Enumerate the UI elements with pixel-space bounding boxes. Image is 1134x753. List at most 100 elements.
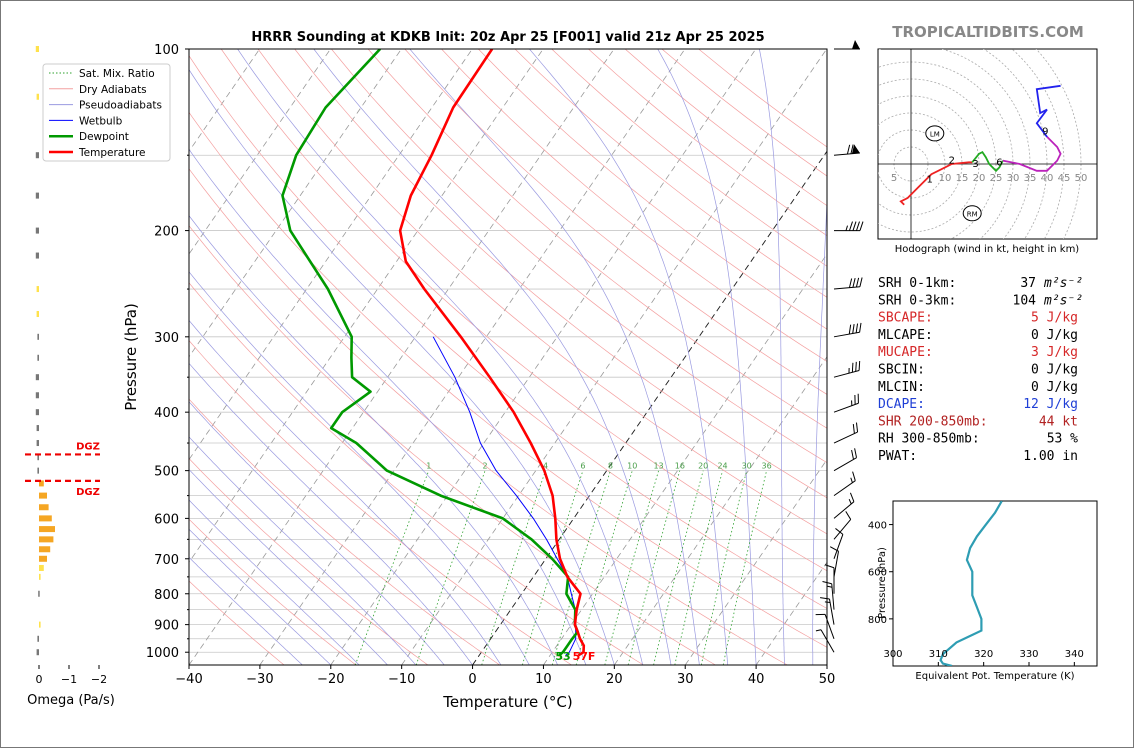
hodograph-height-label: 1 xyxy=(927,174,933,185)
omega-bar xyxy=(37,425,39,431)
barb-full xyxy=(853,222,856,231)
parameter-label: MLCIN: xyxy=(878,380,925,395)
barb-full xyxy=(859,278,863,287)
y-tick-label: 700 xyxy=(154,553,179,568)
barb-full xyxy=(820,596,829,601)
mixing-ratio-line xyxy=(576,471,632,665)
barb-half xyxy=(825,601,830,603)
parameter-label: SHR 200-850mb: xyxy=(878,414,988,429)
x-tick-label: 20 xyxy=(606,672,623,687)
surface-temperature-label: 57F xyxy=(573,650,596,663)
wind-barb xyxy=(831,394,861,412)
wind-barb xyxy=(834,40,860,49)
legend-label: Dewpoint xyxy=(79,131,129,143)
y-tick-label: 1000 xyxy=(146,646,179,661)
omega-bar xyxy=(39,565,44,571)
wind-barb xyxy=(834,222,863,231)
wind-barbs xyxy=(816,40,863,667)
mixing-ratio-label: 8 xyxy=(608,462,613,471)
parameter-unit: m²s⁻² xyxy=(1043,276,1083,291)
wind-barb xyxy=(833,144,860,155)
omega-x-axis-label: Omega (Pa/s) xyxy=(27,693,115,708)
hodograph-ring-label: 45 xyxy=(1058,173,1071,184)
pseudoadiabat-line xyxy=(658,49,756,665)
lm-marker-label: LM xyxy=(930,130,940,138)
barb-full xyxy=(858,323,863,332)
skewt-plot-frame xyxy=(189,49,827,665)
parameter-label: SRH 0-3km: xyxy=(878,293,956,308)
hodograph-height-label: 6 xyxy=(996,157,1002,168)
legend-label: Temperature xyxy=(78,147,146,159)
omega-bar xyxy=(37,355,39,361)
barb-full xyxy=(855,324,860,333)
pseudoadiabat-line xyxy=(28,180,444,665)
barb-staff xyxy=(834,432,858,443)
y-tick-label: 600 xyxy=(154,512,179,527)
barb-full xyxy=(854,423,861,432)
isotherm-line xyxy=(1,49,47,665)
x-tick-label: 0 xyxy=(468,672,476,687)
pseudoadiabat-line xyxy=(1,256,331,665)
x-tick-label: −30 xyxy=(246,672,273,687)
omega-bar xyxy=(36,228,39,234)
barb-full xyxy=(844,511,853,519)
pseudoadiabat-line xyxy=(813,49,832,665)
y-tick-label: 900 xyxy=(154,619,179,634)
wind-barb xyxy=(828,493,856,519)
mixing-ratio-label: 20 xyxy=(698,462,708,471)
mixing-ratio-label: 6 xyxy=(580,462,585,471)
barb-full xyxy=(856,278,860,287)
parameter-label: RH 300-850mb: xyxy=(878,432,980,447)
wind-barb xyxy=(830,423,860,443)
theta-e-x-tick-label: 300 xyxy=(883,649,902,660)
omega-bar xyxy=(37,311,39,317)
omega-bar xyxy=(38,591,40,597)
pseudoadiabat-line xyxy=(529,49,727,665)
omega-bar xyxy=(39,515,52,521)
hodograph-caption: Hodograph (wind in kt, height in km) xyxy=(895,244,1080,255)
mixing-ratio-line xyxy=(723,471,766,665)
parameter-value: 12 J/kg xyxy=(1023,397,1078,412)
hodograph-ring-label: 40 xyxy=(1041,173,1054,184)
barb-half xyxy=(827,586,832,588)
barb-staff xyxy=(834,502,854,519)
omega-tick-label: −2 xyxy=(91,673,107,686)
pseudoadiabat-line xyxy=(1,237,359,665)
hodograph-ring-label: 50 xyxy=(1075,173,1088,184)
chart-title: HRRR Sounding at KDKB Init: 20z Apr 25 [… xyxy=(251,30,764,45)
barb-half xyxy=(816,628,821,632)
barb-full xyxy=(857,222,860,231)
surface-dewpoint-label: 53 xyxy=(555,650,570,663)
theta-e-x-axis-label: Equivalent Pot. Temperature (K) xyxy=(915,671,1074,682)
barb-full xyxy=(850,222,853,231)
omega-bar xyxy=(39,622,41,628)
omega-bar xyxy=(39,493,47,499)
parameter-label: PWAT: xyxy=(878,449,917,464)
omega-bar xyxy=(39,504,49,510)
mixing-ratio-label: 24 xyxy=(717,462,727,471)
pseudoadiabat-line xyxy=(126,49,586,665)
omega-bar xyxy=(39,526,55,532)
legend-label: Dry Adiabats xyxy=(79,84,147,96)
legend-label: Wetbulb xyxy=(79,115,123,127)
parameter-label: MLCAPE: xyxy=(878,328,933,343)
omega-bar xyxy=(39,574,41,580)
parameter-value: 104 xyxy=(1013,293,1037,308)
barb-staff xyxy=(834,287,860,289)
hodograph-ring-label: 20 xyxy=(973,173,986,184)
barb-full xyxy=(851,324,856,333)
hodograph-ring-label: 25 xyxy=(990,173,1003,184)
wind-barb xyxy=(823,581,834,611)
barb-staff xyxy=(834,551,839,577)
rm-marker-label: RM xyxy=(967,210,978,218)
parameter-value: 1.00 in xyxy=(1023,449,1078,464)
pseudoadiabat-line xyxy=(47,164,473,665)
barb-full xyxy=(847,145,851,154)
omega-bar xyxy=(37,468,39,474)
barb-full xyxy=(816,612,825,618)
mixing-ratio-label: 36 xyxy=(762,462,772,471)
